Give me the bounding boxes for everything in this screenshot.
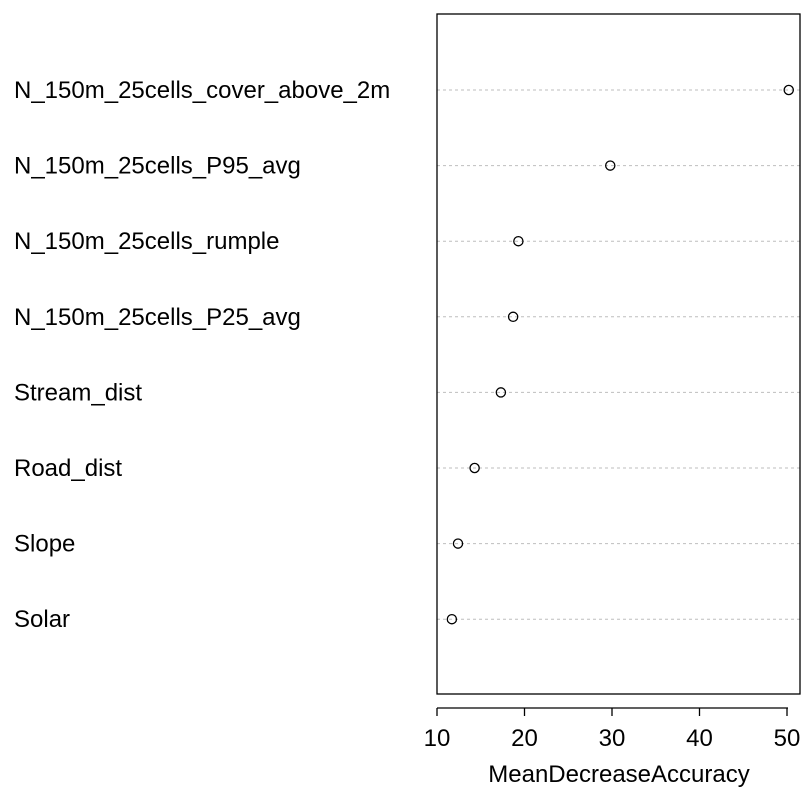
x-tick-label: 40 [686,725,713,752]
data-point [452,538,464,549]
data-point [469,462,480,474]
x-axis-title: MeanDecreaseAccuracy [488,761,749,788]
plot-frame [436,13,801,695]
category-label: Slope [14,531,75,558]
x-axis: 10 20 30 40 50 [424,707,801,752]
data-point [507,311,519,323]
grid-lines [437,89,800,620]
category-label: Road_dist [14,455,122,482]
x-tick-label: 50 [774,725,801,752]
category-label: N_150m_25cells_P25_avg [14,304,301,331]
x-tick-label: 20 [511,725,538,752]
data-point [513,235,524,247]
data-point [495,387,507,398]
category-label: N_150m_25cells_P95_avg [14,153,301,180]
data-point [605,160,616,171]
category-label: Stream_dist [14,379,142,406]
category-label: N_150m_25cells_rumple [14,228,279,255]
data-point [446,613,458,625]
x-tick-label: 30 [599,725,626,752]
x-tick-label: 10 [424,725,451,752]
category-label: Solar [14,606,70,633]
category-labels: N_150m_25cells_cover_above_2m N_150m_25ce… [14,77,390,633]
data-point [783,84,795,96]
data-points [446,84,795,625]
category-label: N_150m_25cells_cover_above_2m [14,77,390,104]
